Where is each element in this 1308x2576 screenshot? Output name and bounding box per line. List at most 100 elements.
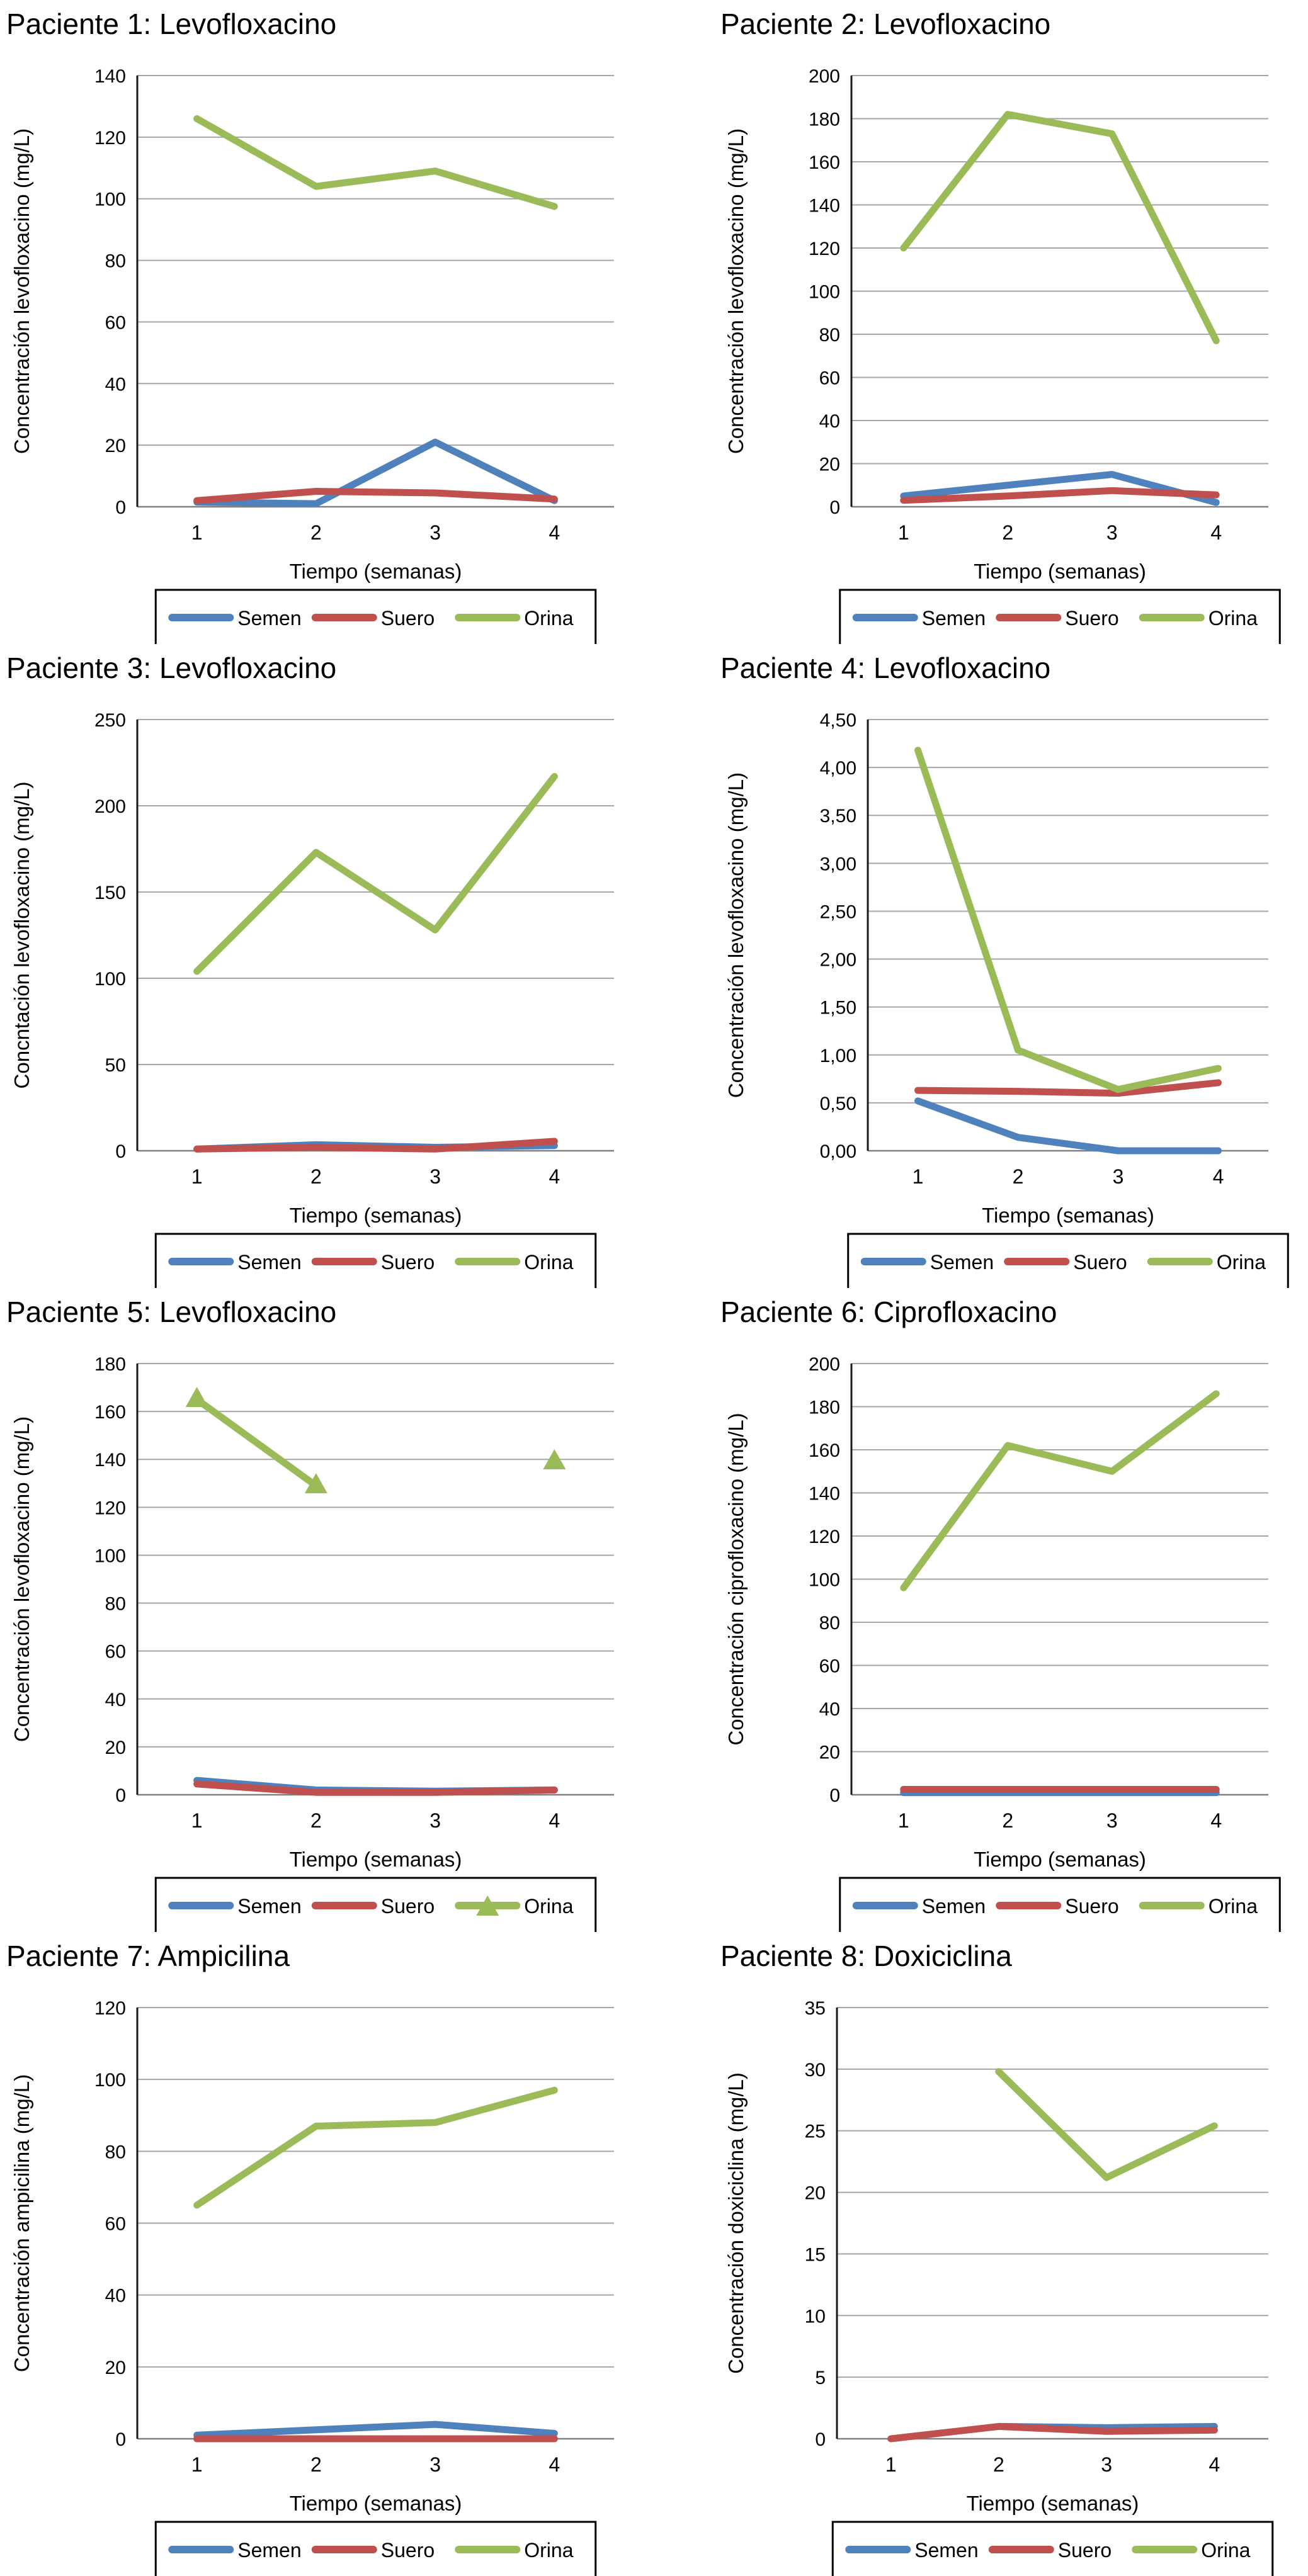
legend-label-semen: Semen (237, 1251, 301, 1274)
y-tick-label: 40 (819, 411, 840, 432)
x-tick-label: 2 (310, 1165, 322, 1188)
y-tick-label: 200 (94, 796, 126, 817)
y-tick-label: 20 (819, 455, 840, 475)
x-tick-label: 4 (1210, 521, 1222, 544)
x-axis-label: Tiempo (semanas) (974, 560, 1146, 583)
y-tick-label: 60 (819, 368, 840, 389)
series-line-suero (900, 487, 1220, 504)
y-tick-label: 160 (809, 1440, 840, 1461)
x-tick-label: 4 (549, 521, 560, 544)
y-tick-label: 0 (115, 497, 126, 518)
data-point-marker-orina (185, 1387, 208, 1408)
y-tick-label: 2,00 (820, 950, 856, 971)
x-axis-label: Tiempo (semanas) (982, 1204, 1154, 1227)
legend-label-orina: Orina (524, 1895, 573, 1918)
y-tick-label: 0 (829, 1785, 840, 1806)
y-tick-label: 140 (94, 66, 126, 87)
chart-title: Paciente 1: Levofloxacino (6, 8, 336, 40)
x-tick-label: 4 (1213, 1165, 1224, 1188)
legend-label-orina: Orina (1201, 2539, 1250, 2562)
legend-label-semen: Semen (237, 607, 301, 630)
y-tick-label: 20 (105, 2358, 126, 2378)
y-tick-label: 150 (94, 883, 126, 903)
y-tick-label: 160 (94, 1402, 126, 1423)
y-tick-label: 120 (809, 1527, 840, 1547)
series-line-semen (193, 2421, 558, 2439)
x-tick-label: 3 (429, 521, 441, 544)
series-line-orina (995, 2068, 1218, 2181)
y-tick-label: 60 (819, 1656, 840, 1677)
y-tick-label: 20 (819, 1743, 840, 1763)
y-tick-label: 180 (94, 1354, 126, 1375)
y-tick-label: 20 (805, 2183, 826, 2204)
y-tick-label: 10 (805, 2306, 826, 2327)
chart-5: Paciente 5: Levofloxacino 0 20 40 60 80 100 120… (6, 1296, 614, 1932)
series-line-orina (914, 747, 1222, 1093)
legend-label-semen: Semen (237, 1895, 301, 1918)
y-tick-label: 30 (805, 2060, 826, 2081)
x-axis-label: Tiempo (semanas) (974, 1848, 1146, 1871)
x-tick-label: 1 (885, 2453, 897, 2476)
x-tick-label: 2 (1002, 1809, 1013, 1832)
y-tick-label: 0 (815, 2429, 826, 2450)
y-tick-label: 60 (105, 1642, 126, 1663)
series-line-suero (914, 1079, 1222, 1097)
chart-title: Paciente 4: Levofloxacino (720, 652, 1050, 684)
chart-title: Paciente 5: Levofloxacino (6, 1296, 336, 1328)
legend-label-orina: Orina (1208, 1895, 1258, 1918)
chart-cell-4: Paciente 4: Levofloxacino 0,00 0,50 1,00 1,5… (654, 644, 1308, 1288)
y-tick-label: 3,50 (820, 806, 856, 827)
chart-3: Paciente 3: Levofloxacino 0 50 100 150 200 250… (6, 652, 614, 1288)
series-line-semen (900, 471, 1220, 506)
y-tick-label: 140 (94, 1450, 126, 1471)
y-tick-label: 180 (809, 1398, 840, 1418)
legend-label-suero: Suero (381, 1895, 435, 1918)
legend-label-semen: Semen (237, 2539, 301, 2562)
y-axis-label: Concentración levofloxacino (mg/L) (10, 128, 33, 454)
x-tick-label: 3 (429, 1809, 441, 1832)
legend-label-semen: Semen (930, 1251, 994, 1274)
series-line-suero (193, 1138, 558, 1153)
series-line-orina (900, 111, 1220, 344)
y-tick-label: 0 (115, 1141, 126, 1162)
legend-label-suero: Suero (381, 1251, 435, 1274)
y-tick-label: 4,00 (820, 758, 856, 779)
y-tick-label: 80 (819, 1613, 840, 1634)
y-tick-label: 180 (809, 110, 840, 130)
y-tick-label: 140 (809, 1484, 840, 1505)
y-tick-label: 140 (809, 196, 840, 217)
y-tick-label: 200 (809, 1354, 840, 1375)
x-tick-label: 1 (898, 521, 909, 544)
y-tick-label: 100 (94, 1545, 126, 1566)
series-line-orina (900, 1390, 1220, 1591)
x-tick-label: 1 (191, 1809, 203, 1832)
y-tick-label: 80 (819, 325, 840, 346)
legend-label-suero: Suero (1073, 1251, 1127, 1274)
y-axis-label: Concentración levofloxacino (mg/L) (724, 128, 748, 454)
y-tick-label: 0 (115, 2429, 126, 2450)
y-tick-label: 0 (829, 497, 840, 518)
legend-label-suero: Suero (1065, 1895, 1118, 1918)
y-tick-label: 4,50 (820, 710, 856, 731)
x-tick-label: 2 (310, 521, 322, 544)
x-tick-label: 2 (1013, 1165, 1024, 1188)
y-tick-label: 5 (815, 2368, 826, 2388)
chart-title: Paciente 8: Doxiciclina (720, 1940, 1012, 1972)
x-axis-label: Tiempo (semanas) (290, 2492, 462, 2515)
y-tick-label: 80 (105, 2142, 126, 2162)
y-axis-label: Concentración levofloxacino (mg/L) (724, 772, 748, 1098)
data-point-marker-orina (304, 1473, 327, 1494)
legend-label-semen: Semen (914, 2539, 978, 2562)
chart-cell-8: Paciente 8: Doxiciclina 0 5 10 15 20 25 30 35 1 2 3… (654, 1932, 1308, 2576)
chart-8: Paciente 8: Doxiciclina 0 5 10 15 20 25 30 35 1 2 3… (720, 1940, 1274, 2576)
y-tick-label: 2,50 (820, 901, 856, 922)
series-line-orina (193, 772, 558, 975)
y-tick-label: 20 (105, 436, 126, 456)
x-tick-label: 3 (1106, 521, 1118, 544)
chart-6: Paciente 6: Ciprofloxacino02040608010012… (720, 1296, 1281, 1932)
x-tick-label: 4 (549, 2453, 560, 2476)
y-tick-label: 80 (105, 1594, 126, 1615)
y-tick-label: 120 (809, 239, 840, 259)
x-axis-label: Tiempo (semanas) (290, 560, 462, 583)
